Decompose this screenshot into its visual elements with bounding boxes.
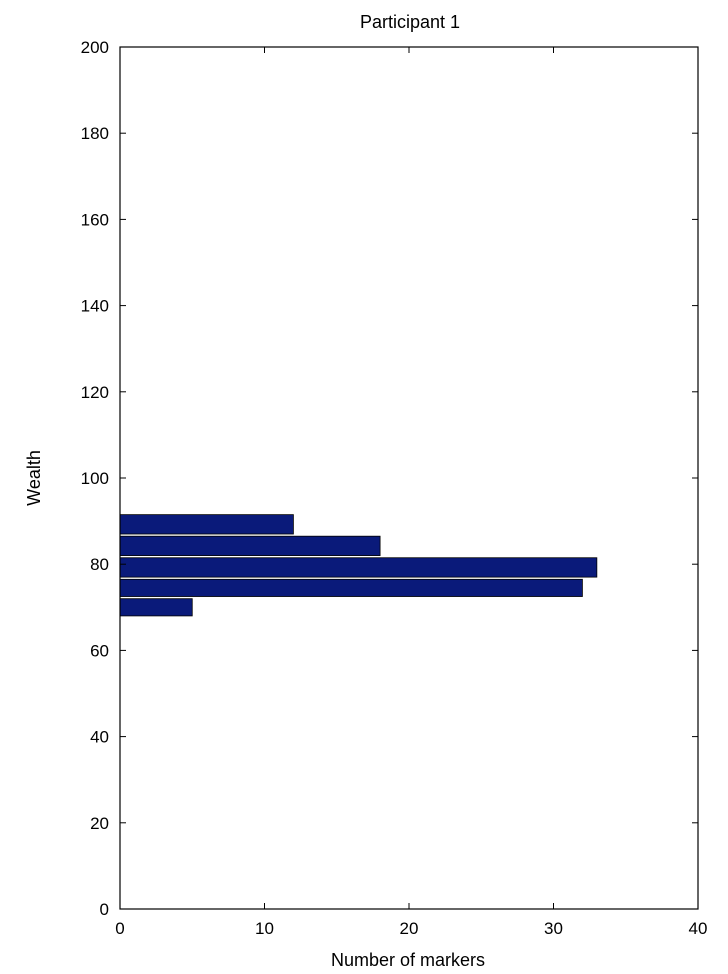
y-tick-label-2: 40 (90, 728, 109, 747)
x-tick-label-3: 30 (544, 919, 563, 938)
x-tick-label-2: 20 (400, 919, 419, 938)
x-tick-label-0: 0 (115, 919, 124, 938)
bars-group (119, 514, 598, 617)
histogram-bar-3 (119, 535, 381, 556)
y-tick-label-0: 0 (100, 900, 109, 919)
y-tick-label-8: 160 (81, 210, 109, 229)
x-tick-label-4: 40 (689, 919, 708, 938)
y-tick-label-7: 140 (81, 297, 109, 316)
y-tick-label-6: 120 (81, 383, 109, 402)
y-tick-label-10: 200 (81, 38, 109, 57)
x-axis-ticks: 0 10 20 30 40 (115, 47, 707, 938)
x-axis-label: Number of markers (331, 950, 485, 970)
y-axis-ticks: 0 20 40 60 80 100 120 140 160 180 200 (81, 38, 698, 919)
histogram-bar-2 (119, 557, 598, 578)
y-tick-label-1: 20 (90, 814, 109, 833)
y-tick-label-5: 100 (81, 469, 109, 488)
y-tick-label-4: 80 (90, 555, 109, 574)
y-axis-label: Wealth (24, 450, 44, 506)
y-tick-label-3: 60 (90, 641, 109, 660)
histogram-bar-0 (119, 598, 193, 617)
y-tick-label-9: 180 (81, 124, 109, 143)
chart-title: Participant 1 (360, 12, 460, 32)
histogram-bar-1 (119, 578, 583, 597)
histogram-bar-4 (119, 514, 294, 535)
plot-area-frame (119, 46, 699, 910)
x-tick-label-1: 10 (255, 919, 274, 938)
